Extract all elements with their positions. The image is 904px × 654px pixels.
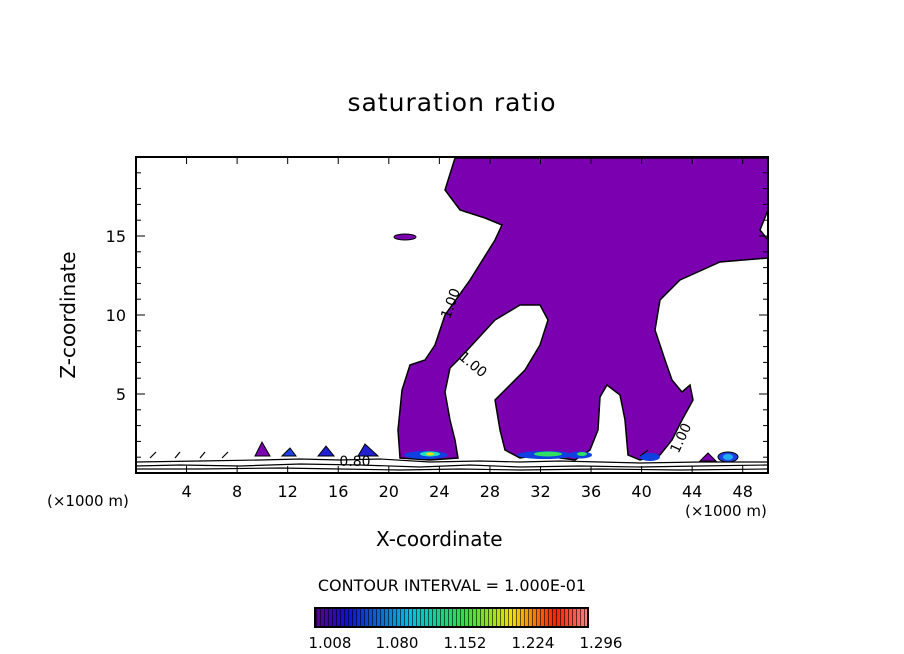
y-tick-label: 10: [106, 306, 126, 325]
y-tick-label: 15: [106, 227, 126, 246]
x-tick-label: 4: [181, 482, 191, 501]
colorbar-label: 1.080: [376, 634, 419, 652]
x-tick-label: 36: [581, 482, 601, 501]
x-unit-label-right: (×1000 m): [685, 502, 767, 520]
y-tick-label: 5: [116, 385, 126, 404]
colorbar-label: 1.224: [512, 634, 555, 652]
contour-label: 1.00: [455, 349, 489, 381]
chart-title: saturation ratio: [347, 88, 557, 117]
contour-label: 0.80: [339, 454, 370, 470]
saturation-region-small: [393, 233, 417, 241]
x-axis-label: X-coordinate: [376, 527, 503, 551]
contour-interval-text: CONTOUR INTERVAL = 1.000E-01: [317, 576, 587, 595]
y-axis-label: Z-coordinate: [56, 251, 80, 379]
colorbar-label: 1.152: [444, 634, 487, 652]
x-tick-label: 12: [278, 482, 298, 501]
x-tick-label: 16: [328, 482, 348, 501]
x-tick-label: 32: [530, 482, 550, 501]
axis-ticks: [136, 157, 768, 473]
x-unit-label-left: (×1000 m): [47, 492, 129, 510]
colorbar-label: 1.008: [309, 634, 352, 652]
x-tick-label: 40: [631, 482, 651, 501]
x-tick-label: 8: [232, 482, 242, 501]
colorbar-label: 1.296: [580, 634, 623, 652]
x-tick-label: 44: [682, 482, 702, 501]
x-tick-label: 28: [480, 482, 500, 501]
contour-lines: [136, 449, 768, 471]
x-tick-label: 48: [733, 482, 753, 501]
saturation-region-main: [397, 157, 768, 461]
low-level-cells: [254, 440, 739, 463]
x-tick-label: 24: [429, 482, 449, 501]
x-tick-label: 20: [379, 482, 399, 501]
